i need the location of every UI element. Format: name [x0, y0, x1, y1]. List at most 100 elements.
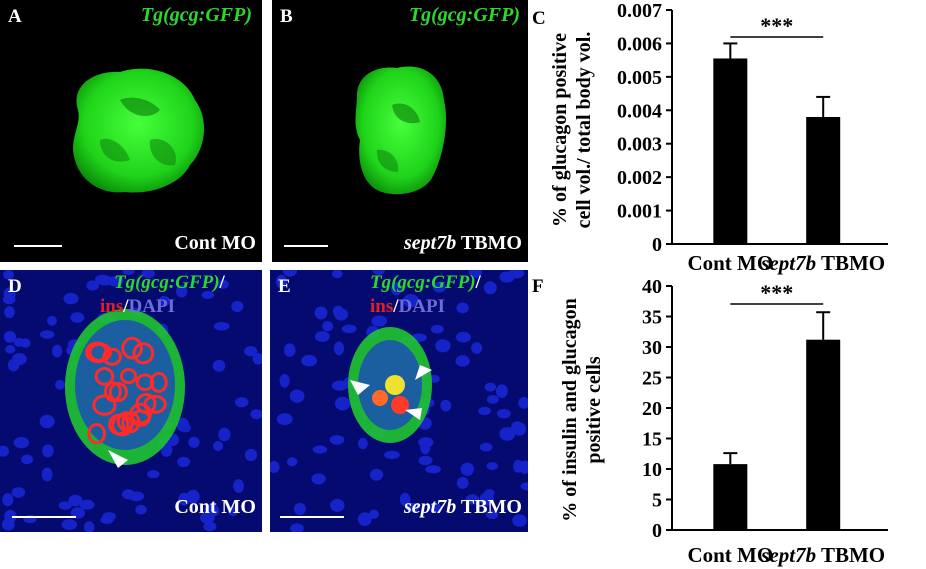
nucleus: [499, 271, 515, 283]
panel-label: D: [8, 276, 22, 297]
nucleus: [231, 301, 244, 312]
insulin-cell: [135, 373, 155, 392]
nucleus: [460, 462, 474, 476]
nucleus: [218, 427, 231, 442]
nucleus: [235, 397, 249, 408]
marker-label: Tg(gcg:GFP): [140, 4, 252, 26]
panel-label: E: [278, 276, 291, 297]
nucleus: [58, 501, 72, 510]
panel-e: E Tg(gcg:GFP)/ ins/DAPI sept7b TBMO: [270, 270, 528, 532]
nucleus: [100, 515, 114, 524]
nucleus: [213, 321, 230, 331]
nucleus: [63, 292, 79, 305]
nucleus: [486, 462, 498, 471]
nucleus: [83, 521, 95, 532]
nucleus: [484, 489, 495, 498]
nucleus: [1, 518, 15, 531]
significance-label: ***: [760, 13, 793, 38]
nucleus: [403, 294, 419, 308]
nucleus: [216, 279, 229, 289]
nucleus: [456, 302, 469, 314]
bar: [713, 464, 748, 530]
scale-bar: [280, 516, 344, 518]
nucleus: [39, 414, 55, 429]
y-tick-label: 0.002: [617, 167, 662, 189]
panel-b: B Tg(gcg:GFP) sept7b TBMO: [272, 0, 528, 262]
nucleus: [2, 493, 14, 507]
significance-label: ***: [760, 280, 793, 305]
nucleus: [497, 409, 511, 419]
gfp-islet-image: [355, 66, 447, 195]
nucleus: [244, 346, 258, 357]
nucleus: [293, 502, 306, 516]
nucleus: [418, 455, 433, 466]
y-tick-label: 0.007: [617, 0, 662, 22]
marker-label: Tg(gcg:GFP): [408, 4, 520, 26]
nucleus: [70, 312, 85, 323]
nucleus: [333, 341, 345, 356]
insulin-cell: [111, 413, 134, 437]
nucleus: [512, 514, 527, 527]
y-tick-label: 0.004: [617, 100, 662, 122]
nucleus: [368, 509, 379, 519]
nucleus: [520, 482, 528, 491]
nucleus: [160, 443, 173, 457]
y-tick-label: 0: [652, 234, 662, 256]
y-axis-label-line2: cell vol./ total body vol.: [573, 32, 595, 229]
bar: [806, 116, 841, 244]
nucleus: [283, 343, 296, 357]
nucleus: [201, 291, 215, 299]
nucleus: [135, 504, 147, 515]
nucleus: [4, 306, 15, 319]
nucleus: [188, 436, 200, 448]
nucleus: [485, 510, 499, 519]
nucleus: [435, 339, 451, 353]
nucleus: [429, 502, 442, 513]
insulin-cell: [132, 342, 155, 365]
stain-label: ins/DAPI: [100, 296, 175, 317]
scale-bar: [12, 516, 76, 518]
scale-bar: [14, 245, 62, 247]
nucleus: [147, 470, 160, 479]
bar: [806, 339, 841, 530]
nucleus: [68, 494, 83, 507]
nucleus: [334, 396, 351, 411]
nucleus: [250, 409, 262, 420]
nucleus: [311, 473, 326, 485]
nucleus: [213, 441, 224, 451]
nucleus: [289, 389, 305, 403]
nucleus: [177, 456, 191, 468]
y-axis-label: % of insulin and glucagon positive cells: [559, 298, 605, 521]
nucleus: [175, 285, 188, 298]
nucleus: [471, 342, 483, 354]
nucleus: [13, 436, 30, 449]
nucleus: [107, 276, 124, 287]
nucleus: [3, 287, 16, 301]
nucleus: [405, 502, 420, 512]
nucleus: [286, 457, 298, 467]
nucleus: [252, 353, 262, 365]
nucleus: [276, 413, 293, 426]
nucleus: [41, 467, 53, 482]
nucleus: [432, 281, 447, 293]
panel-label-c: C: [532, 8, 546, 29]
nucleus: [331, 270, 343, 279]
immunostain-image: [270, 270, 528, 532]
insulin-cell: [121, 411, 141, 434]
y-tick-label: 10: [642, 459, 662, 481]
y-tick-label: 5: [652, 490, 662, 512]
marker-label: Tg(gcg:GFP)/: [114, 272, 225, 293]
nucleus: [290, 523, 304, 532]
nucleus: [455, 331, 471, 343]
nucleus: [212, 359, 226, 372]
nucleus: [40, 330, 55, 339]
insulin-cell: [87, 423, 106, 445]
x-tick-label: sept7b TBMO: [760, 543, 885, 567]
condition-label: Cont MO: [174, 496, 256, 518]
y-axis-label-line1: % of insulin and glucagon: [559, 298, 581, 521]
y-tick-label: 0.001: [617, 201, 662, 223]
nucleus: [0, 445, 9, 457]
nucleus: [440, 399, 452, 412]
nucleus: [20, 338, 31, 348]
